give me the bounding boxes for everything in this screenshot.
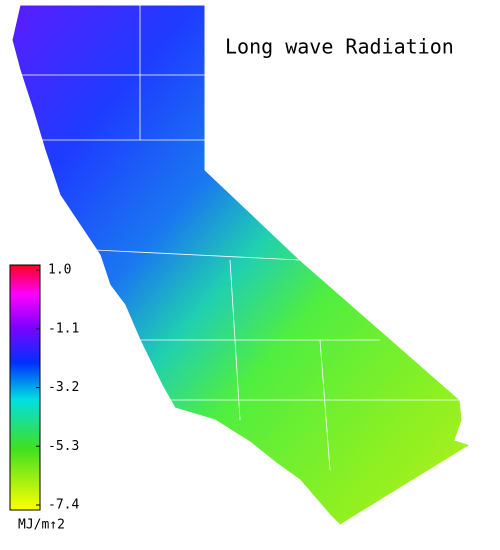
colorbar-tick-label: -1.1 bbox=[48, 321, 79, 336]
colorbar bbox=[9, 264, 41, 511]
colorbar-unit: MJ/m↑2 bbox=[18, 518, 65, 533]
map-title: Long wave Radiation bbox=[225, 35, 454, 59]
colorbar-tick-label: 1.0 bbox=[48, 263, 71, 278]
colorbar-tick-label: -5.3 bbox=[48, 439, 79, 454]
county-lines bbox=[20, 5, 460, 471]
colorbar-tick-label: -3.2 bbox=[48, 380, 79, 395]
california-map bbox=[11, 4, 472, 526]
colorbar-tick-label: -7.4 bbox=[48, 498, 79, 513]
